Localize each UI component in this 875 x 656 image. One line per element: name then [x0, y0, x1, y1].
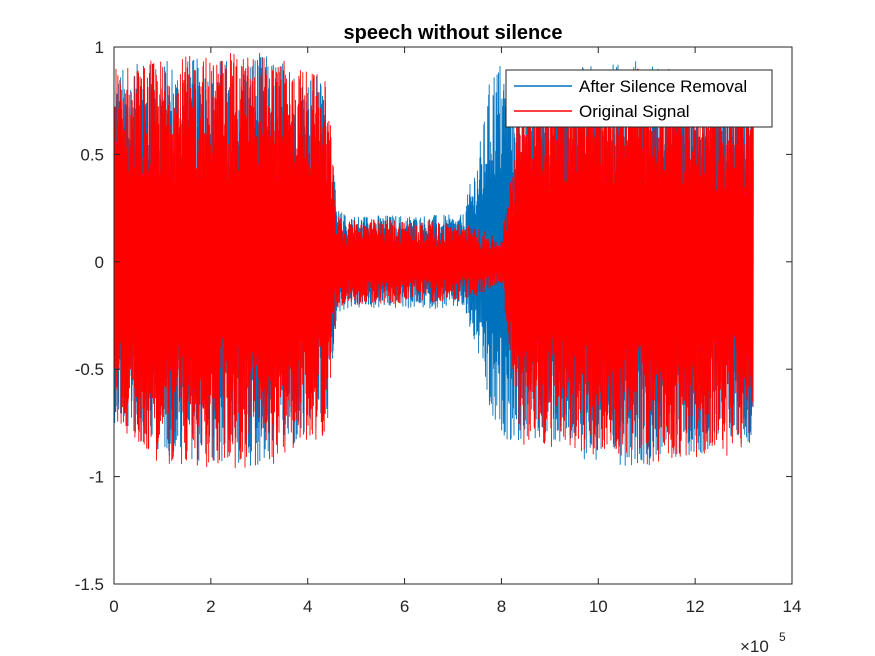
- legend-label-after-silence-removal: After Silence Removal: [579, 77, 747, 96]
- series-layer: [113, 52, 754, 469]
- x-tick-label: 14: [783, 597, 802, 616]
- legend: After Silence Removal Original Signal: [505, 69, 773, 128]
- y-tick-label: -0.5: [75, 360, 104, 379]
- x-exponent-power: 5: [779, 630, 786, 644]
- chart-title: speech without silence: [344, 22, 563, 44]
- y-tick-label: 1: [95, 38, 104, 57]
- legend-label-original-signal: Original Signal: [579, 102, 690, 121]
- x-tick-label: 2: [206, 597, 215, 616]
- series-line-original-signal: [113, 52, 754, 469]
- x-exponent-label: ×10 5: [740, 630, 786, 656]
- x-tick-label: 12: [686, 597, 705, 616]
- y-tick-label: -1: [89, 468, 104, 487]
- x-tick-label: 6: [400, 597, 409, 616]
- x-tick-label: 4: [303, 597, 312, 616]
- y-tick-label: 0.5: [80, 145, 104, 164]
- ticks-layer: 0 2 4 6 8 10 12 14 -1.5 -1 -0.5 0 0.5 1: [75, 38, 802, 616]
- legend-box: [505, 69, 773, 128]
- x-tick-label: 0: [109, 597, 118, 616]
- y-tick-label: -1.5: [75, 575, 104, 594]
- x-exponent-base: ×10: [740, 637, 769, 656]
- x-tick-label: 8: [497, 597, 506, 616]
- x-tick-label: 10: [589, 597, 608, 616]
- axes-frame: [113, 46, 793, 585]
- y-tick-label: 0: [95, 253, 104, 272]
